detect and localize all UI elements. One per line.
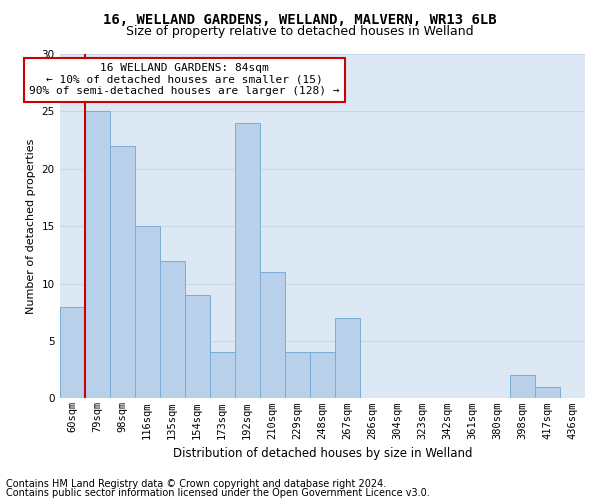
Bar — [160, 260, 185, 398]
Bar — [335, 318, 360, 398]
Bar — [285, 352, 310, 399]
Text: 16 WELLAND GARDENS: 84sqm
← 10% of detached houses are smaller (15)
90% of semi-: 16 WELLAND GARDENS: 84sqm ← 10% of detac… — [29, 63, 340, 96]
Text: Size of property relative to detached houses in Welland: Size of property relative to detached ho… — [126, 25, 474, 38]
Bar — [260, 272, 285, 398]
Bar — [85, 112, 110, 399]
X-axis label: Distribution of detached houses by size in Welland: Distribution of detached houses by size … — [173, 447, 472, 460]
Bar — [209, 352, 235, 399]
Y-axis label: Number of detached properties: Number of detached properties — [26, 138, 36, 314]
Bar — [185, 295, 209, 399]
Bar — [134, 226, 160, 398]
Text: 16, WELLAND GARDENS, WELLAND, MALVERN, WR13 6LB: 16, WELLAND GARDENS, WELLAND, MALVERN, W… — [103, 12, 497, 26]
Text: Contains public sector information licensed under the Open Government Licence v3: Contains public sector information licen… — [6, 488, 430, 498]
Bar — [59, 306, 85, 398]
Bar — [510, 376, 535, 398]
Bar — [110, 146, 134, 399]
Bar — [310, 352, 335, 399]
Bar — [235, 123, 260, 398]
Text: Contains HM Land Registry data © Crown copyright and database right 2024.: Contains HM Land Registry data © Crown c… — [6, 479, 386, 489]
Bar — [535, 387, 560, 398]
